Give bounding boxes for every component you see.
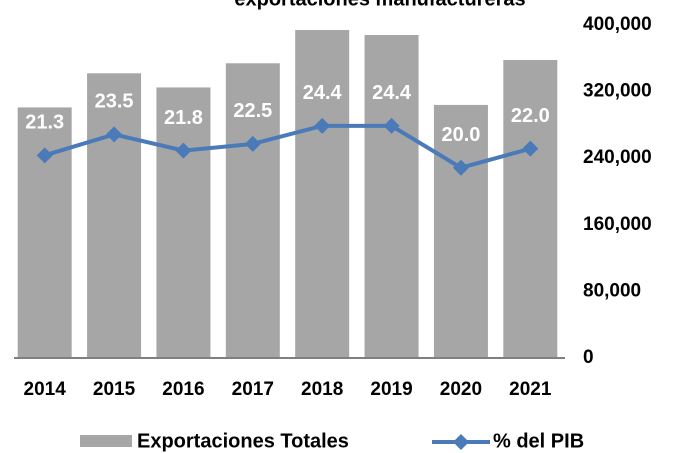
bar (295, 29, 350, 359)
x-tick-label: 2020 (440, 379, 482, 400)
x-tick-label: 2014 (24, 379, 67, 400)
marker (244, 135, 261, 152)
marker (106, 126, 123, 143)
data-label: 21.3 (25, 112, 64, 134)
marker (36, 147, 53, 164)
data-label: 22.5 (233, 100, 272, 122)
x-tick-label: 2016 (162, 379, 204, 400)
data-label: 24.4 (372, 82, 412, 104)
legend-label: Exportaciones Totales (137, 430, 349, 452)
marker (522, 140, 539, 157)
data-label: 21.8 (164, 107, 203, 129)
x-tick-label: 2018 (301, 379, 343, 400)
bar (156, 87, 211, 358)
x-tick-label: 2019 (370, 379, 412, 400)
line (44, 123, 531, 170)
marker (452, 159, 469, 176)
bar (17, 107, 72, 358)
legend-swatch (80, 435, 132, 447)
y-tick-label: 400,000 (583, 14, 652, 35)
data-label: 24.4 (303, 82, 343, 104)
y-tick-label: 80,000 (583, 280, 641, 301)
marker (314, 117, 331, 134)
chart-title: exportaciones manufactureras (234, 0, 525, 10)
y-tick-label: 320,000 (583, 81, 652, 102)
y-tick-label: 0 (583, 347, 594, 368)
bar (225, 63, 280, 359)
data-label: 22.0 (511, 105, 550, 127)
x-tick-label: 2017 (232, 379, 274, 400)
bar (364, 34, 419, 359)
marker (175, 142, 192, 159)
x-tick-label: 2021 (509, 379, 552, 400)
bar (87, 73, 142, 358)
y-tick-label: 240,000 (583, 147, 652, 168)
marker (383, 117, 400, 134)
bar (433, 104, 488, 358)
data-label: 20.0 (441, 124, 480, 146)
data-label: 23.5 (95, 91, 134, 113)
legend-swatch (453, 434, 469, 450)
x-tick-label: 2015 (93, 379, 136, 400)
legend-label: % del PIB (493, 430, 584, 452)
y-tick-label: 160,000 (583, 214, 652, 235)
bar (503, 59, 558, 359)
